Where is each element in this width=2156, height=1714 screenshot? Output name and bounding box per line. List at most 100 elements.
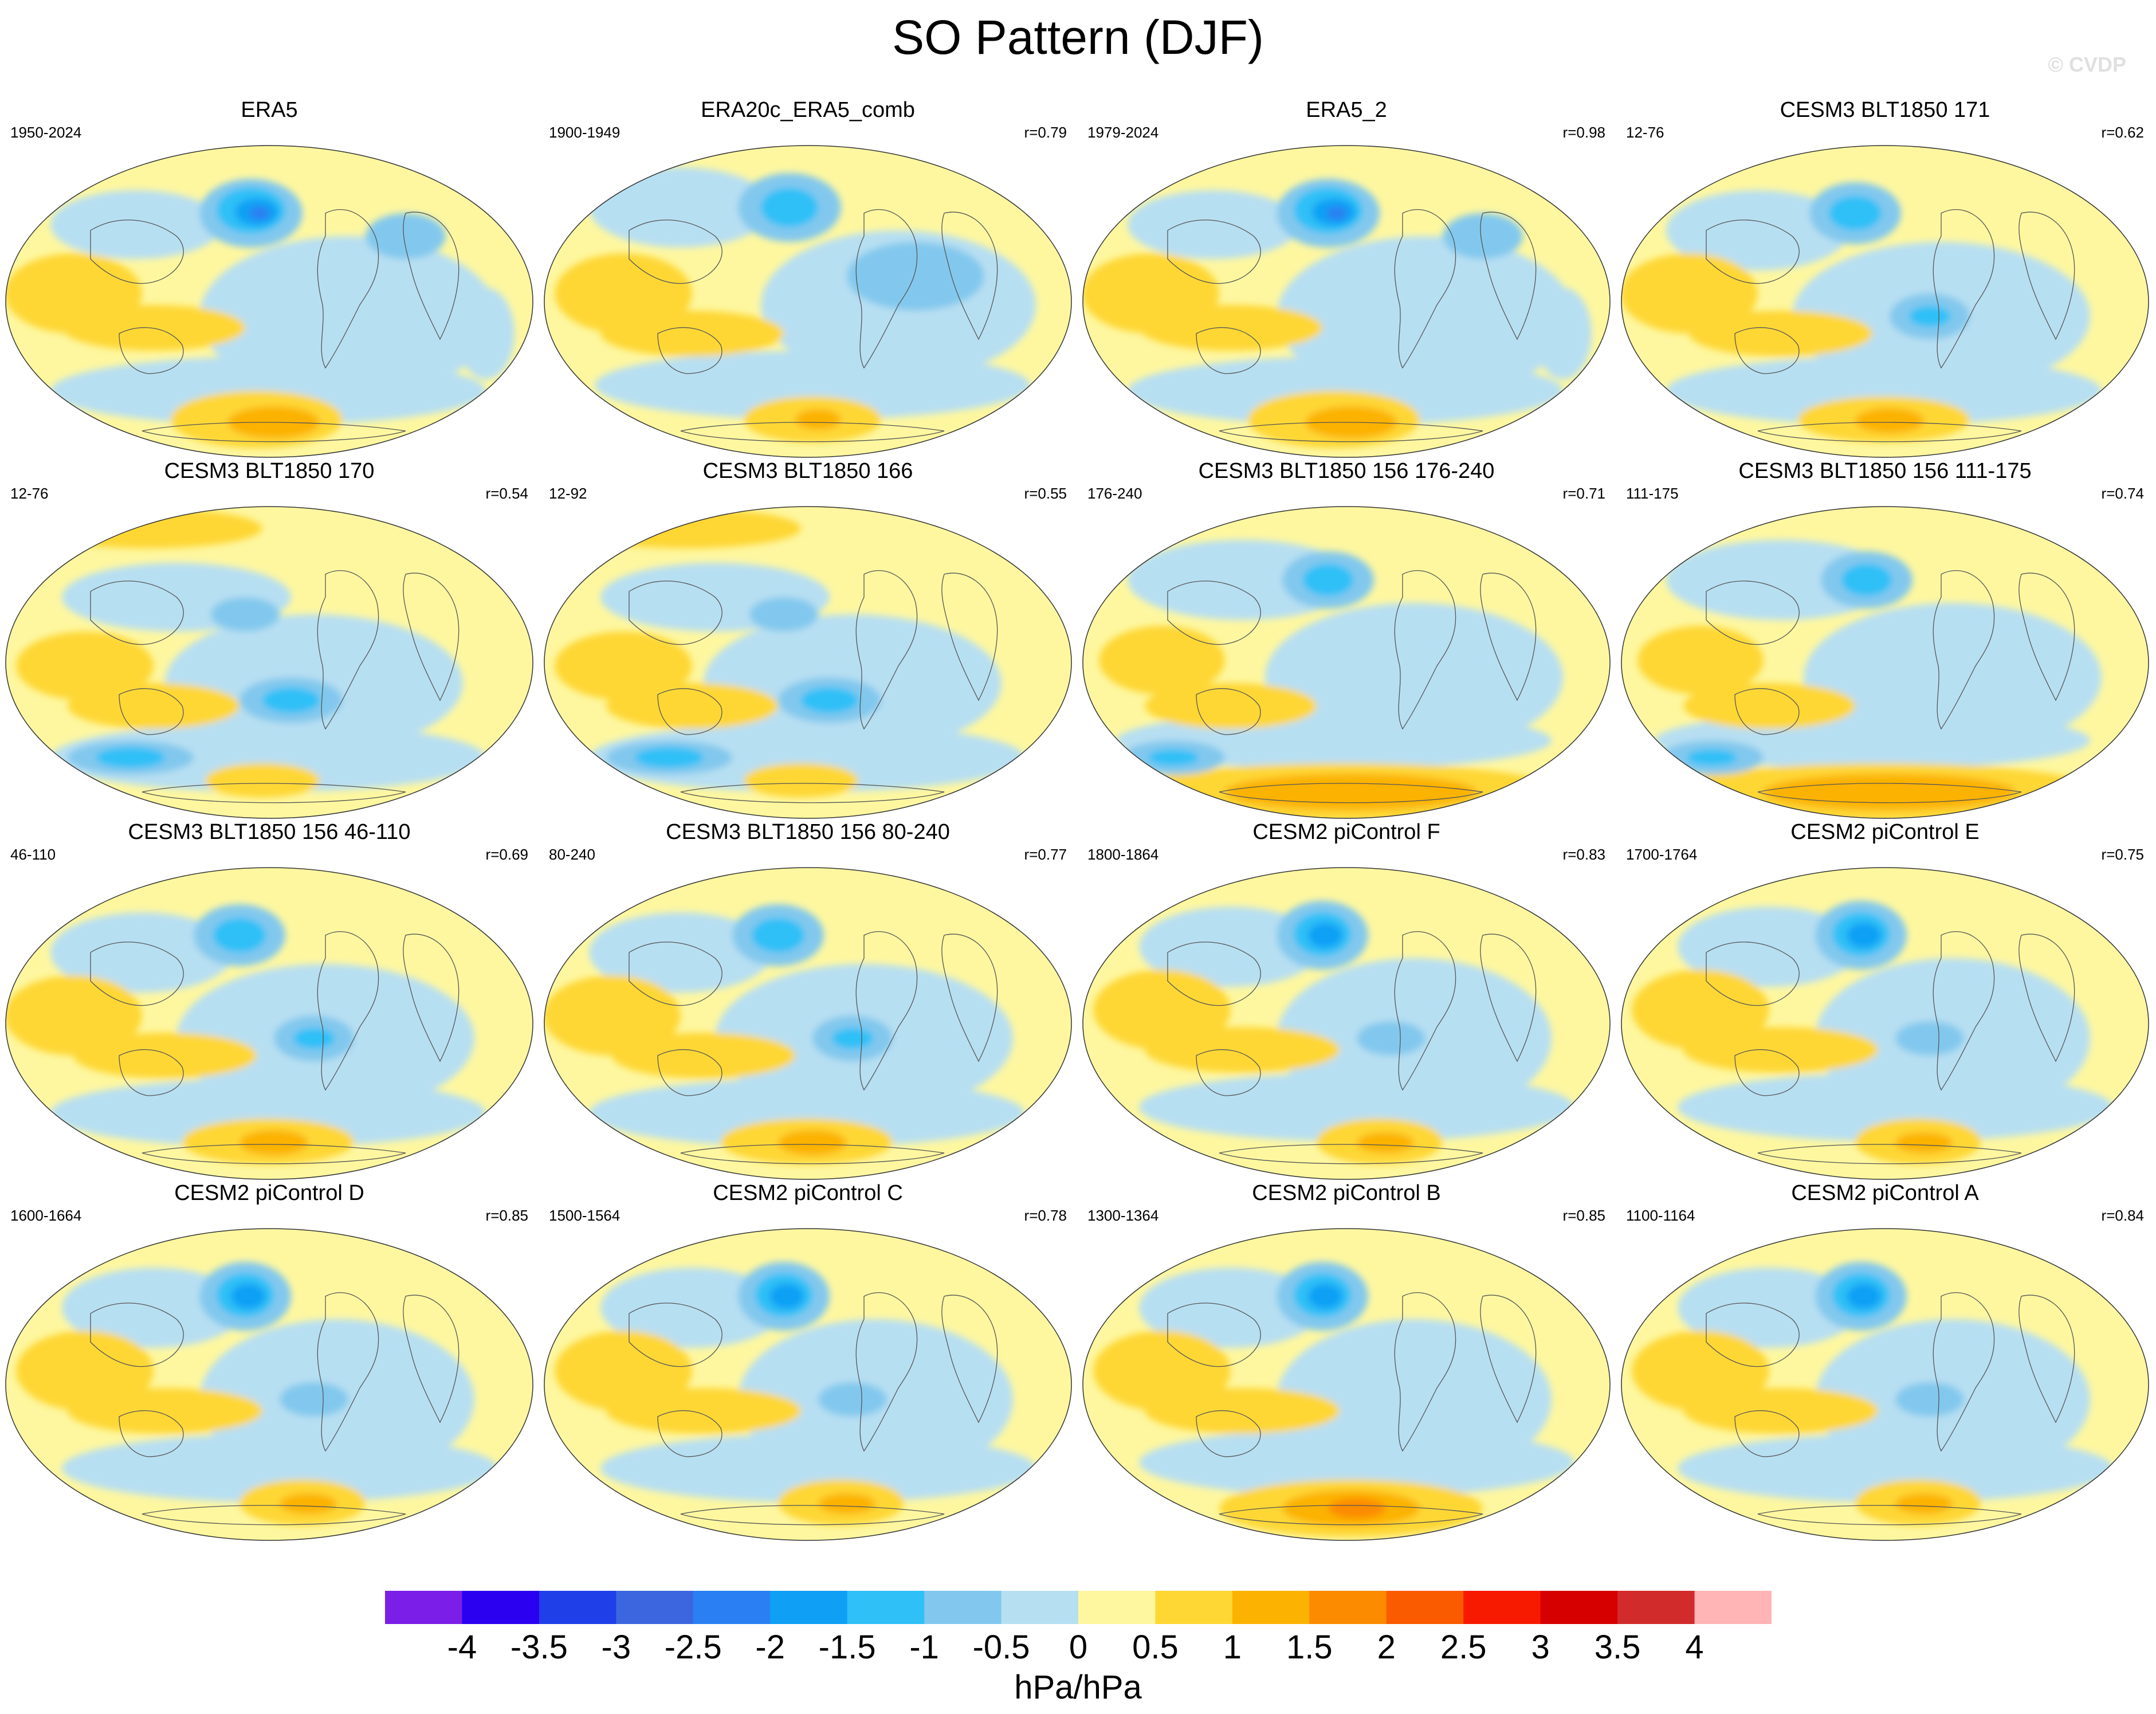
coastline	[1734, 688, 1800, 735]
coastline	[2018, 1295, 2075, 1423]
colorbar-tick-label: -2.5	[664, 1629, 722, 1666]
coastline	[1219, 422, 1483, 442]
anomaly-contour	[1357, 1132, 1414, 1153]
anomaly-contour	[1148, 750, 1199, 766]
panel-correlation: r=0.55	[1024, 485, 1067, 502]
anomaly-contour	[205, 763, 320, 798]
anomaly-contour	[600, 1434, 1036, 1503]
colorbar-tick-label: -2	[755, 1629, 785, 1666]
coastline	[317, 570, 379, 730]
coastline	[142, 422, 406, 442]
panel-title: CESM3 BLT1850 156 111-175	[1738, 459, 2032, 483]
panel-title: CESM2 piControl B	[1252, 1181, 1441, 1205]
world-map	[1082, 506, 1611, 819]
anomaly-contour	[1847, 923, 1881, 948]
colorbar-tick-label: 2	[1377, 1629, 1396, 1666]
coastline	[403, 211, 460, 340]
anomaly-contour	[761, 188, 818, 227]
coastline	[1167, 942, 1261, 1006]
anomaly-contour	[50, 356, 486, 425]
map-panel: CESM2 piControl E 1700-1764 r=0.75	[1616, 819, 2154, 1180]
anomaly-contour	[795, 409, 841, 430]
anomaly-contour	[6, 975, 142, 1056]
map-border	[544, 506, 1072, 819]
colorbar-tick-label: 1.5	[1286, 1629, 1333, 1666]
anomaly-contour	[262, 688, 320, 713]
panel-title: ERA20c_ERA5_comb	[701, 98, 915, 122]
coastline	[941, 934, 998, 1062]
panel-years: 80-240	[549, 846, 595, 863]
coastline	[1394, 1292, 1456, 1452]
anomaly-contour	[50, 912, 234, 993]
map-border	[5, 145, 533, 458]
anomaly-contour	[249, 206, 270, 220]
coastline	[1480, 572, 1537, 701]
anomaly-contour	[1534, 288, 1592, 379]
world-map	[544, 1228, 1072, 1541]
anomaly-contour	[50, 190, 222, 259]
coastline	[855, 1292, 918, 1452]
coastline	[680, 1505, 945, 1525]
colorbar-swatch	[1694, 1591, 1772, 1624]
coastline	[403, 1295, 460, 1423]
anomaly-contour	[600, 1268, 784, 1348]
panel-years: 1979-2024	[1087, 124, 1159, 141]
anomaly-contour	[1443, 213, 1523, 259]
coastline	[657, 1049, 722, 1096]
map-panel: CESM3 BLT1850 171 12-76 r=0.62	[1616, 97, 2154, 458]
colorbar-swatch	[616, 1591, 694, 1624]
panel-years: 1300-1364	[1087, 1207, 1159, 1224]
anomaly-contour	[1139, 1268, 1322, 1348]
map-panel: CESM2 piControl B 1300-1364 r=0.85	[1077, 1180, 1616, 1542]
panel-title: CESM3 BLT1850 156 176-240	[1198, 459, 1495, 483]
panel-correlation: r=0.77	[1024, 846, 1067, 863]
anomaly-contour	[801, 688, 858, 713]
coastline	[1933, 570, 1995, 730]
world-map	[1082, 145, 1611, 458]
map-panel: CESM2 piControl A 1100-1164 r=0.84	[1616, 1180, 2154, 1542]
colorbar-swatch	[1001, 1591, 1079, 1624]
anomaly-contour	[50, 723, 486, 792]
panel-years: 46-110	[10, 846, 56, 863]
coastline	[1196, 1410, 1261, 1457]
panel-title: CESM3 BLT1850 166	[702, 459, 913, 483]
panel-years: 111-175	[1626, 485, 1679, 502]
anomaly-contour	[1683, 683, 1855, 729]
map-panel: CESM2 piControl C 1500-1564 r=0.78	[539, 1180, 1077, 1542]
world-map	[5, 867, 533, 1180]
coastline	[119, 327, 184, 374]
anomaly-contour	[280, 1493, 337, 1514]
anomaly-contour	[832, 1028, 873, 1049]
coastline	[855, 570, 918, 730]
anomaly-contour	[239, 1130, 308, 1155]
coastline	[1757, 1505, 2022, 1525]
panel-years: 1800-1864	[1087, 846, 1159, 863]
anomaly-contour	[572, 508, 801, 548]
anomaly-contour	[1678, 1434, 2113, 1503]
anomaly-contour	[231, 1284, 265, 1309]
coastline	[403, 934, 460, 1062]
anomaly-contour	[280, 1382, 348, 1417]
anomaly-contour	[1277, 236, 1574, 397]
colorbar	[385, 1591, 1772, 1624]
map-border	[1082, 506, 1611, 819]
anomaly-contour	[1225, 774, 1477, 810]
page-title: SO Pattern (DJF)	[892, 10, 1264, 64]
colorbar-swatch	[1155, 1591, 1233, 1624]
watermark: © CVDP	[2048, 53, 2126, 76]
colorbar-labels: -4 -3.5 -3 -2.5 -2 -1.5 -1 -0.5 0 0.5 1 1.5 2 2.5 3 3.5…	[0, 1627, 2156, 1668]
anomaly-contour	[589, 723, 1024, 792]
anomaly-contour	[1683, 1388, 1878, 1434]
colorbar-swatch	[693, 1591, 771, 1624]
anomaly-contour	[1855, 408, 1924, 433]
coastline	[680, 422, 945, 442]
colorbar-tick-label: -4	[447, 1629, 477, 1666]
world-map	[544, 506, 1072, 819]
anomaly-contour	[1139, 305, 1322, 351]
coastline	[1167, 219, 1261, 284]
anomaly-contour	[1895, 1493, 1953, 1514]
panel-correlation: r=0.84	[2101, 1207, 2144, 1224]
coastline	[317, 931, 379, 1091]
colorbar-tick-label: -0.5	[972, 1629, 1030, 1666]
panel-years: 12-92	[549, 485, 587, 502]
